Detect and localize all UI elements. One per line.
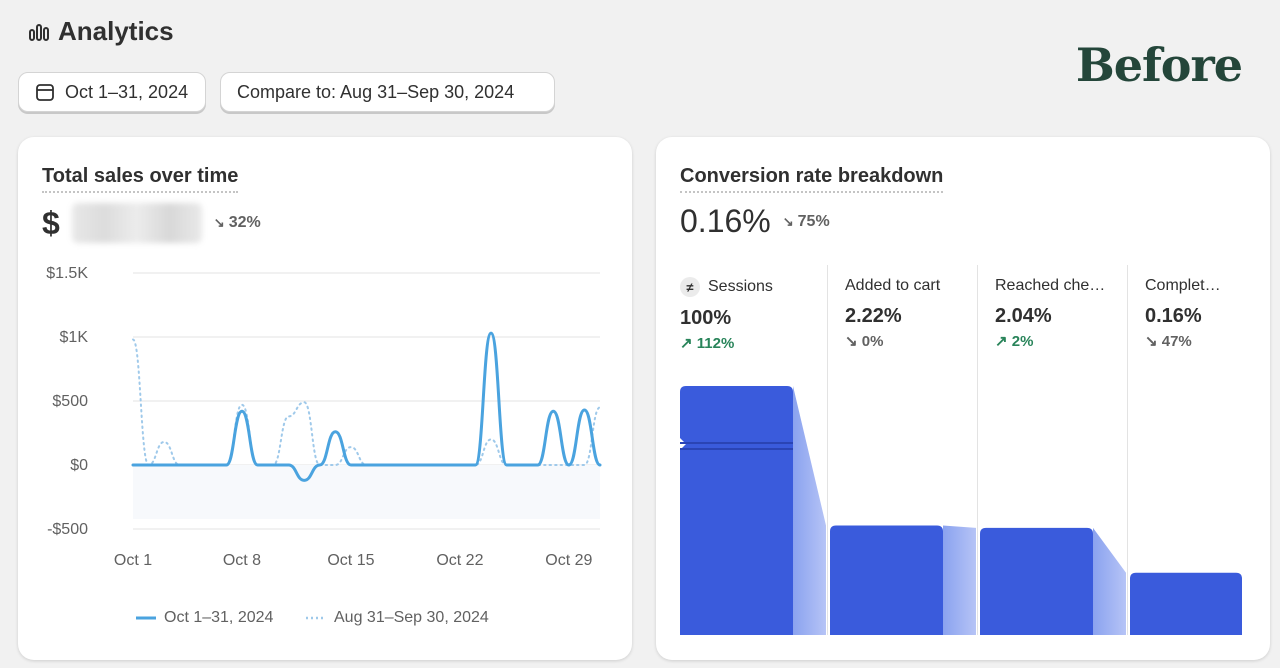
compare-label: Compare to: Aug 31–Sep 30, 2024 <box>237 81 515 102</box>
stage-completed: Complet… 0.16% ↘ 47% <box>1145 277 1245 647</box>
stage-label: Sessions <box>708 278 773 295</box>
page-title: Analytics <box>58 16 174 46</box>
stage-added-to-cart: Added to cart 2.22% ↘ 0% <box>845 277 970 647</box>
funnel-connector <box>1093 527 1126 635</box>
legend-solid-swatch <box>136 616 156 620</box>
stage-pct: 2.04% <box>995 305 1052 327</box>
calendar-icon <box>36 84 54 101</box>
redacted-value <box>71 203 202 243</box>
legend-current[interactable]: Oct 1–31, 2024 <box>136 609 273 627</box>
divider <box>977 265 978 635</box>
y-tick-label: $500 <box>52 393 88 410</box>
stage-pct: 2.22% <box>845 305 902 327</box>
arrow-down-icon: ↘ <box>845 333 862 350</box>
legend-previous-label: Aug 31–Sep 30, 2024 <box>334 609 489 626</box>
sessions-icon: ≠ <box>680 277 700 297</box>
y-tick-label: $1.5K <box>46 265 88 282</box>
stage-change-value: 47% <box>1161 333 1192 350</box>
stage-change-value: 2% <box>1011 333 1034 350</box>
conversion-change-value: 75% <box>797 212 830 230</box>
compare-button[interactable]: Compare to: Aug 31–Sep 30, 2024 <box>220 72 555 112</box>
legend-previous[interactable]: Aug 31–Sep 30, 2024 <box>306 609 489 627</box>
legend-current-label: Oct 1–31, 2024 <box>164 609 274 626</box>
stage-change: ↘ 0% <box>845 332 970 350</box>
stage-change: ↘ 47% <box>1145 332 1245 350</box>
sales-change: ↘ 32% <box>214 214 261 232</box>
funnel-connector <box>943 525 976 635</box>
x-tick-label: Oct 1 <box>114 552 152 569</box>
axis-break-line <box>680 442 793 444</box>
series-previous-line <box>132 338 601 467</box>
funnel-bar <box>980 527 1093 635</box>
stage-pct: 0.16% <box>1145 305 1202 327</box>
funnel-bar <box>830 525 943 635</box>
date-range-label: Oct 1–31, 2024 <box>65 81 189 102</box>
arrow-down-icon: ↘ <box>213 215 225 230</box>
y-tick-label: -$500 <box>47 521 88 538</box>
conversion-card: Conversion rate breakdown 0.16% ↘ 75% ≠ Se… <box>656 137 1270 660</box>
funnel-connector <box>793 386 826 635</box>
conversion-total: 0.16% ↘ 75% <box>680 203 830 240</box>
stage-label: Reached che… <box>995 277 1106 294</box>
conversion-title[interactable]: Conversion rate breakdown <box>680 165 944 193</box>
total-sales-card: Total sales over time $ ↘ 32% $1.5K $1K $50… <box>18 137 632 660</box>
stage-change-value: 0% <box>861 333 884 350</box>
x-tick-label: Oct 29 <box>545 552 592 569</box>
x-tick-label: Oct 22 <box>436 552 483 569</box>
stage-change: ↗ 2% <box>995 332 1120 350</box>
stage-sessions: ≠ Sessions 100% ↗ 112% <box>680 277 820 647</box>
stage-label: Complet… <box>1145 277 1221 294</box>
stage-reached-checkout: Reached che… 2.04% ↗ 2% <box>995 277 1120 647</box>
date-range-button[interactable]: Oct 1–31, 2024 <box>18 72 206 112</box>
stage-pct: 100% <box>680 307 732 329</box>
stage-label: Added to cart <box>845 277 941 294</box>
divider <box>1127 265 1128 635</box>
below-zero-shade <box>133 465 600 519</box>
y-tick-label: $1K <box>60 329 89 346</box>
arrow-up-icon: ↗ <box>995 333 1012 350</box>
sales-title[interactable]: Total sales over time <box>42 165 239 193</box>
sales-total: $ ↘ 32% <box>42 203 261 243</box>
divider <box>827 265 828 635</box>
analytics-icon <box>29 23 49 41</box>
conversion-change: ↘ 75% <box>783 213 830 231</box>
series-current-line <box>131 331 602 482</box>
stage-change: ↗ 112% <box>680 334 820 352</box>
arrow-up-icon: ↗ <box>680 335 697 352</box>
page-header: Analytics <box>28 16 174 47</box>
before-label: Before <box>1075 38 1243 92</box>
sales-currency: $ <box>42 204 60 241</box>
stage-change-value: 112% <box>696 335 735 352</box>
axis-break-line <box>680 448 793 450</box>
legend-dotted-swatch <box>306 616 326 620</box>
funnel-chart <box>680 386 1242 635</box>
sales-change-value: 32% <box>228 214 261 231</box>
arrow-down-icon: ↘ <box>1145 333 1162 350</box>
funnel-bar <box>1130 572 1242 635</box>
x-tick-label: Oct 8 <box>223 552 261 569</box>
arrow-down-icon: ↘ <box>782 213 794 229</box>
y-tick-label: $0 <box>70 457 88 474</box>
sales-chart: $1.5K $1K $500 $0 -$500 Oct 1 Oct 8 Oct 15 Oct 2… <box>46 265 602 569</box>
conversion-value: 0.16% <box>680 203 771 239</box>
x-tick-label: Oct 15 <box>327 552 374 569</box>
